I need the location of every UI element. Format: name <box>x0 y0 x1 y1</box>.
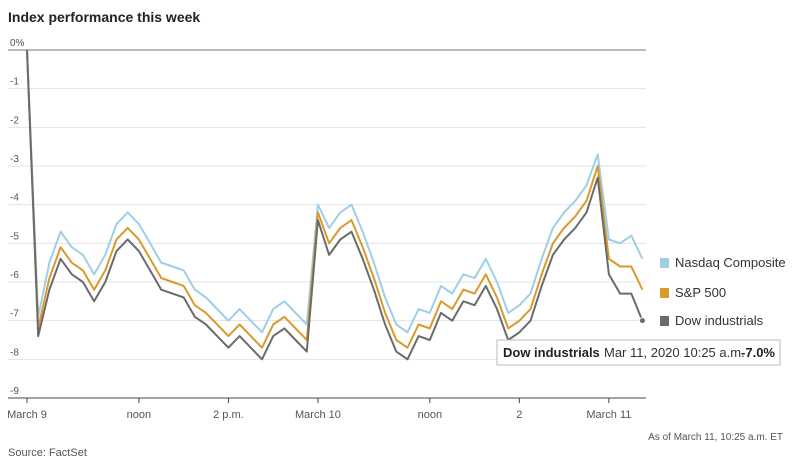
series-line <box>26 49 644 334</box>
tooltip-series: Dow industrials <box>503 345 600 360</box>
y-tick-label: -4 <box>10 193 19 204</box>
y-tick-label: -6 <box>10 270 19 281</box>
x-tick-label: 2 <box>516 409 522 421</box>
y-tick-label: -9 <box>10 386 19 397</box>
tooltip: Dow industrials Mar 11, 2020 10:25 a.m.-7… <box>496 339 781 366</box>
x-tick-label: March 11 <box>586 409 631 421</box>
chart-title: Index performance this week <box>8 9 200 25</box>
tooltip-value: -7.0% <box>741 345 775 360</box>
tooltip-time: Mar 11, 2020 10:25 a.m. <box>604 345 745 360</box>
x-tick-label: March 9 <box>7 409 47 421</box>
series-line <box>26 49 644 349</box>
note: As of March 11, 10:25 a.m. ET <box>648 432 783 443</box>
legend-swatch <box>660 288 669 298</box>
legend-label: Nasdaq Composite <box>675 255 786 270</box>
y-tick-label: -3 <box>10 154 19 165</box>
legend-label: Dow industrials <box>675 313 764 328</box>
y-tick-label: -1 <box>10 77 19 88</box>
legend-swatch <box>660 316 669 326</box>
y-tick-label: -8 <box>10 347 19 358</box>
series-line <box>26 49 644 361</box>
hover-dot <box>638 317 646 325</box>
y-tick-label: 0% <box>10 38 25 49</box>
x-tick-label: noon <box>127 409 151 421</box>
legend-swatch <box>660 258 669 268</box>
y-tick-label: -5 <box>10 231 19 242</box>
legend-label: S&P 500 <box>675 285 726 300</box>
x-tick-label: noon <box>418 409 442 421</box>
x-tick-label: March 10 <box>295 409 341 421</box>
y-tick-label: -7 <box>10 309 19 320</box>
x-tick-label: 2 p.m. <box>213 409 244 421</box>
y-tick-label: -2 <box>10 115 19 126</box>
tooltip-box <box>496 339 781 366</box>
source: Source: FactSet <box>8 447 87 459</box>
